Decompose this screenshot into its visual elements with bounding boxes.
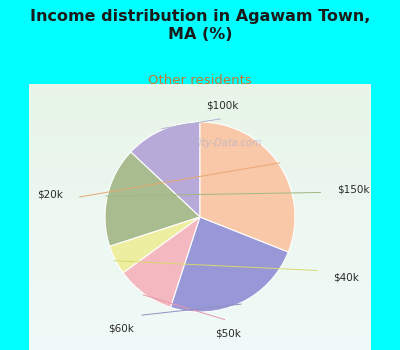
Wedge shape <box>110 217 200 273</box>
Text: Income distribution in Agawam Town,
MA (%): Income distribution in Agawam Town, MA (… <box>30 9 370 42</box>
Text: $50k: $50k <box>215 329 241 338</box>
Wedge shape <box>171 217 288 312</box>
Text: $150k: $150k <box>337 184 369 194</box>
Text: $100k: $100k <box>207 100 239 111</box>
Text: $20k: $20k <box>37 189 63 199</box>
Wedge shape <box>200 122 295 252</box>
Text: $60k: $60k <box>108 323 134 334</box>
Text: Other residents: Other residents <box>148 74 252 86</box>
Wedge shape <box>123 217 200 307</box>
Text: City-Data.com: City-Data.com <box>192 138 262 147</box>
Wedge shape <box>131 122 200 217</box>
Wedge shape <box>105 152 200 246</box>
Text: $40k: $40k <box>333 273 359 283</box>
